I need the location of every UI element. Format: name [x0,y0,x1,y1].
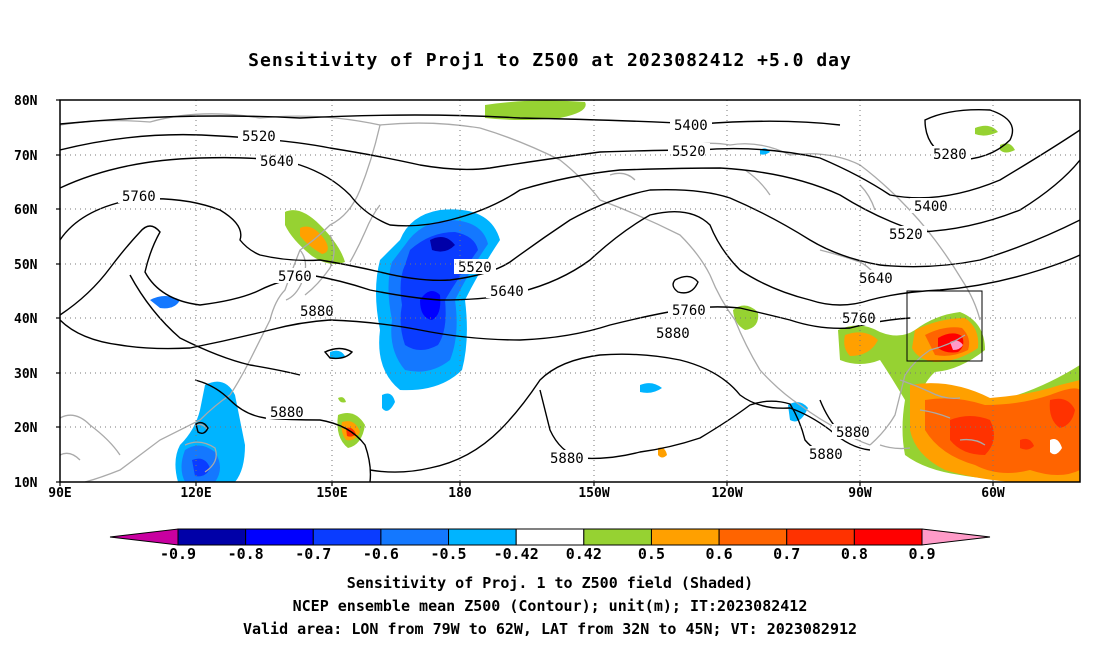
colorbar-segment [380,528,450,546]
colorbar-segment [853,528,923,546]
lon-label: 120E [180,486,211,501]
colorbar-label: -0.8 [228,545,264,563]
contour-label: 5280 [933,147,967,163]
colorbar-segment [718,528,788,546]
contour-label: 5760 [672,303,706,319]
contour-label: 5880 [550,451,584,467]
colorbar-segment [448,528,517,546]
lon-label: 60W [981,486,1005,501]
caption-line-2: NCEP ensemble mean Z500 (Contour); unit(… [292,597,808,615]
colorbar-segment [515,528,585,546]
colorbar-label: 0.42 [566,545,602,563]
lon-label: 90W [848,486,872,501]
lat-label: 40N [14,312,38,327]
gridlines [60,100,1080,482]
plot-frame [59,99,1081,483]
colorbar-label: -0.7 [295,545,331,563]
caption-line-1: Sensitivity of Proj. 1 to Z500 field (Sh… [346,574,754,592]
lat-label: 60N [14,203,38,218]
colorbar-label: 0.7 [773,545,800,563]
lat-label: 20N [14,421,38,436]
colorbar-segment [786,528,855,546]
colorbar-label: -0.6 [363,545,399,563]
colorbar-label: 0.9 [908,545,935,563]
colorbar-segment [583,528,652,546]
lon-label: 150E [316,486,347,501]
lat-label: 70N [14,149,38,164]
contour-label: 5520 [458,260,492,276]
contour-label: 5400 [914,199,948,215]
colorbar-label: -0.5 [430,545,466,563]
colorbar: -0.9 -0.8 -0.7 -0.6 -0.5 -0.42 0.42 0.5 0.6 0.7 0.… [109,528,991,563]
colorbar-label: -0.9 [160,545,196,563]
colorbar-label: -0.42 [494,545,539,563]
contour-label: 5520 [889,227,923,243]
chart-title: Sensitivity of Proj1 to Z500 at 20230824… [248,50,852,71]
colorbar-triangle-low [109,528,179,546]
contour-label: 5640 [859,271,893,287]
contour-label: 5880 [809,447,843,463]
lat-label: 30N [14,367,38,382]
contour-label: 5760 [278,269,312,285]
lat-label: 10N [14,476,38,491]
positive-sensitivity-region-arctic [485,100,586,120]
contour-label: 5760 [122,189,156,205]
contour-label: 5880 [656,326,690,342]
lat-label: 80N [14,94,38,109]
colorbar-segment [245,528,314,546]
contour-label: 5880 [270,405,304,421]
lon-label: 150W [578,486,609,501]
lat-label: 50N [14,258,38,273]
contour-label: 5760 [842,311,876,327]
colorbar-label: 0.8 [841,545,868,563]
contour-label: 5640 [260,154,294,170]
caption-line-3: Valid area: LON from 79W to 62W, LAT fro… [242,620,858,638]
lon-label: 120W [711,486,742,501]
contour-label: 5520 [242,129,276,145]
lon-label: 180 [448,486,472,501]
colorbar-triangle-high [921,528,991,546]
contour-label: 5640 [490,284,524,300]
contour-label: 5400 [674,118,708,134]
colorbar-segment [312,528,382,546]
colorbar-segment [177,528,247,546]
valid-area-box [906,290,983,362]
contour-label: 5880 [836,425,870,441]
lon-label: 90E [48,486,71,501]
colorbar-label: 0.6 [706,545,733,563]
contour-label: 5880 [300,304,334,320]
colorbar-label: 0.5 [638,545,665,563]
colorbar-segment [650,528,720,546]
tick-marks [56,99,994,486]
contour-label: 5520 [672,144,706,160]
contour-label-group: 5520 5640 5760 5400 5520 5280 5400 5520 … [118,117,971,467]
